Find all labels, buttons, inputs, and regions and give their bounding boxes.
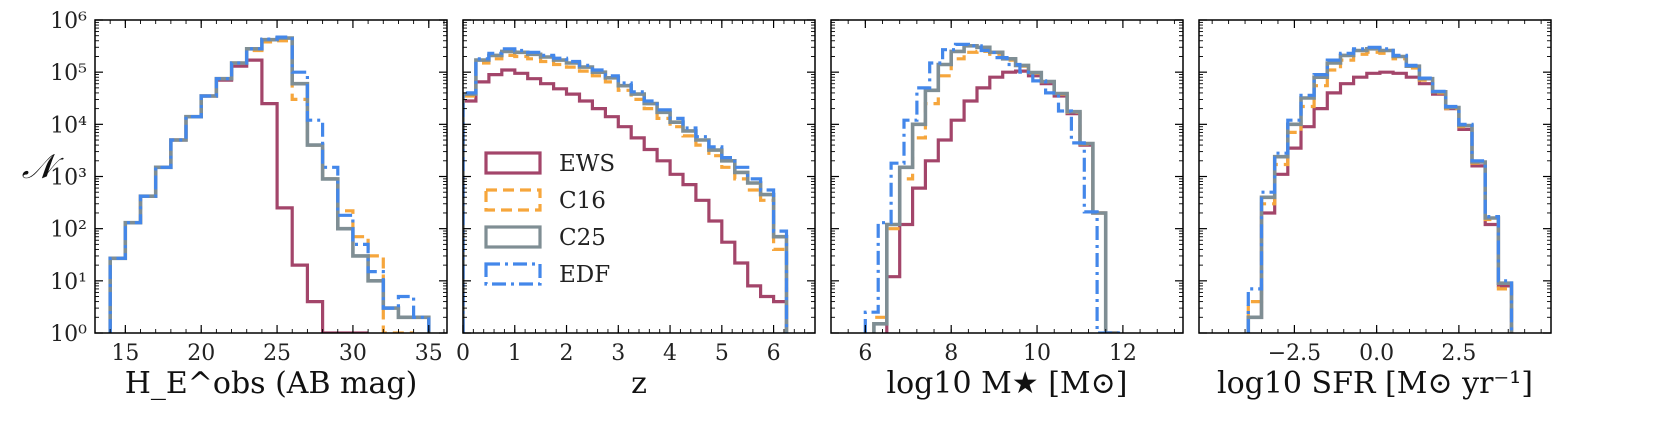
legend-label: C25 [559,225,606,251]
series-edf-histogram [1246,45,1514,333]
x-tick-label: 8 [944,341,958,366]
x-ticks: −2.5 0.0 2.5 [1211,20,1542,366]
series-ews-histogram [885,69,1119,333]
legend-item-ews: EWS [484,151,615,177]
series-group [463,47,789,333]
x-tick-label: 10 [1023,341,1051,366]
series-c25-histogram [872,44,1119,333]
x-tick-label: 2 [560,341,574,366]
panel-frame [94,19,448,334]
x-tick-label: 1 [508,341,522,366]
y-tick-label: 10⁴ [50,113,87,138]
x-tick-label: 4 [663,341,677,366]
y-tick-label: 10⁶ [50,9,87,34]
legend-swatch-edf [484,262,542,286]
y-ticks [463,19,815,334]
series-edf-histogram [863,42,1123,333]
legend: EWS C16 C25 EDF [484,151,615,288]
legend-item-edf: EDF [484,262,610,288]
panel-frame [462,19,816,334]
x-tick-label: 5 [715,341,729,366]
y-tick-label: 10² [50,218,87,243]
y-ticks [831,19,1183,334]
series-c16-histogram [872,49,1119,333]
x-ticks: 6 8 10 12 [830,20,1175,366]
panel-frame [830,19,1184,334]
panel-1: 10⁰ 10¹ 10² 10³ 10⁴ 10⁵ 10⁶ 15 20 25 30 35H_E^obs (… [50,9,448,401]
series-ews-histogram [1246,70,1514,333]
series-c25-histogram [1246,47,1514,333]
series-c25-histogram [463,49,789,333]
x-ticks: 15 20 25 30 35 [94,20,445,366]
x-axis-label: H_E^obs (AB mag) [125,366,418,401]
x-tick-label: 30 [339,341,367,366]
legend-swatch-c16 [484,188,542,212]
x-tick-label: 3 [611,341,625,366]
series-edf-histogram [108,35,431,333]
legend-item-c16: C16 [484,188,606,214]
x-tick-label: 0.0 [1359,341,1394,366]
series-c16-histogram [1246,50,1514,333]
series-group [863,42,1123,333]
series-group [108,35,431,333]
legend-label: C16 [559,188,606,214]
y-tick-label: 10¹ [50,270,87,295]
x-axis-label: z [631,366,647,401]
x-tick-label: 35 [415,341,443,366]
y-ticks: 10⁰ 10¹ 10² 10³ 10⁴ 10⁵ 10⁶ [50,9,447,347]
series-group [1246,45,1514,333]
x-tick-label: 6 [858,341,872,366]
x-axis-label: log10 SFR [M⊙ yr⁻¹] [1217,366,1533,401]
legend-label: EDF [559,262,610,288]
panel-2: 0 1 2 3 4 5 6 z [456,19,816,401]
x-ticks: 0 1 2 3 4 5 6 [456,20,816,366]
x-tick-label: −2.5 [1268,341,1321,366]
series-c16-histogram [463,53,789,333]
x-tick-label: 20 [187,341,215,366]
x-tick-label: 0 [456,341,470,366]
x-tick-label: 25 [263,341,291,366]
series-ews-histogram [463,68,789,333]
legend-item-c25: C25 [484,225,606,251]
y-tick-label: 10³ [50,166,87,191]
series-edf-histogram [463,47,789,333]
x-tick-label: 12 [1109,341,1137,366]
legend-swatch-ews [484,151,542,175]
y-tick-label: 10⁵ [50,61,87,86]
x-tick-label: 6 [767,341,781,366]
legend-swatch-c25 [484,225,542,249]
series-c25-histogram [108,36,431,333]
legend-label: EWS [559,151,615,177]
x-tick-label: 15 [111,341,139,366]
x-tick-label: 2.5 [1441,341,1476,366]
y-ticks [1199,19,1551,334]
x-axis-label: log10 M★ [M⊙] [887,366,1128,401]
y-tick-label: 10⁰ [50,322,87,347]
